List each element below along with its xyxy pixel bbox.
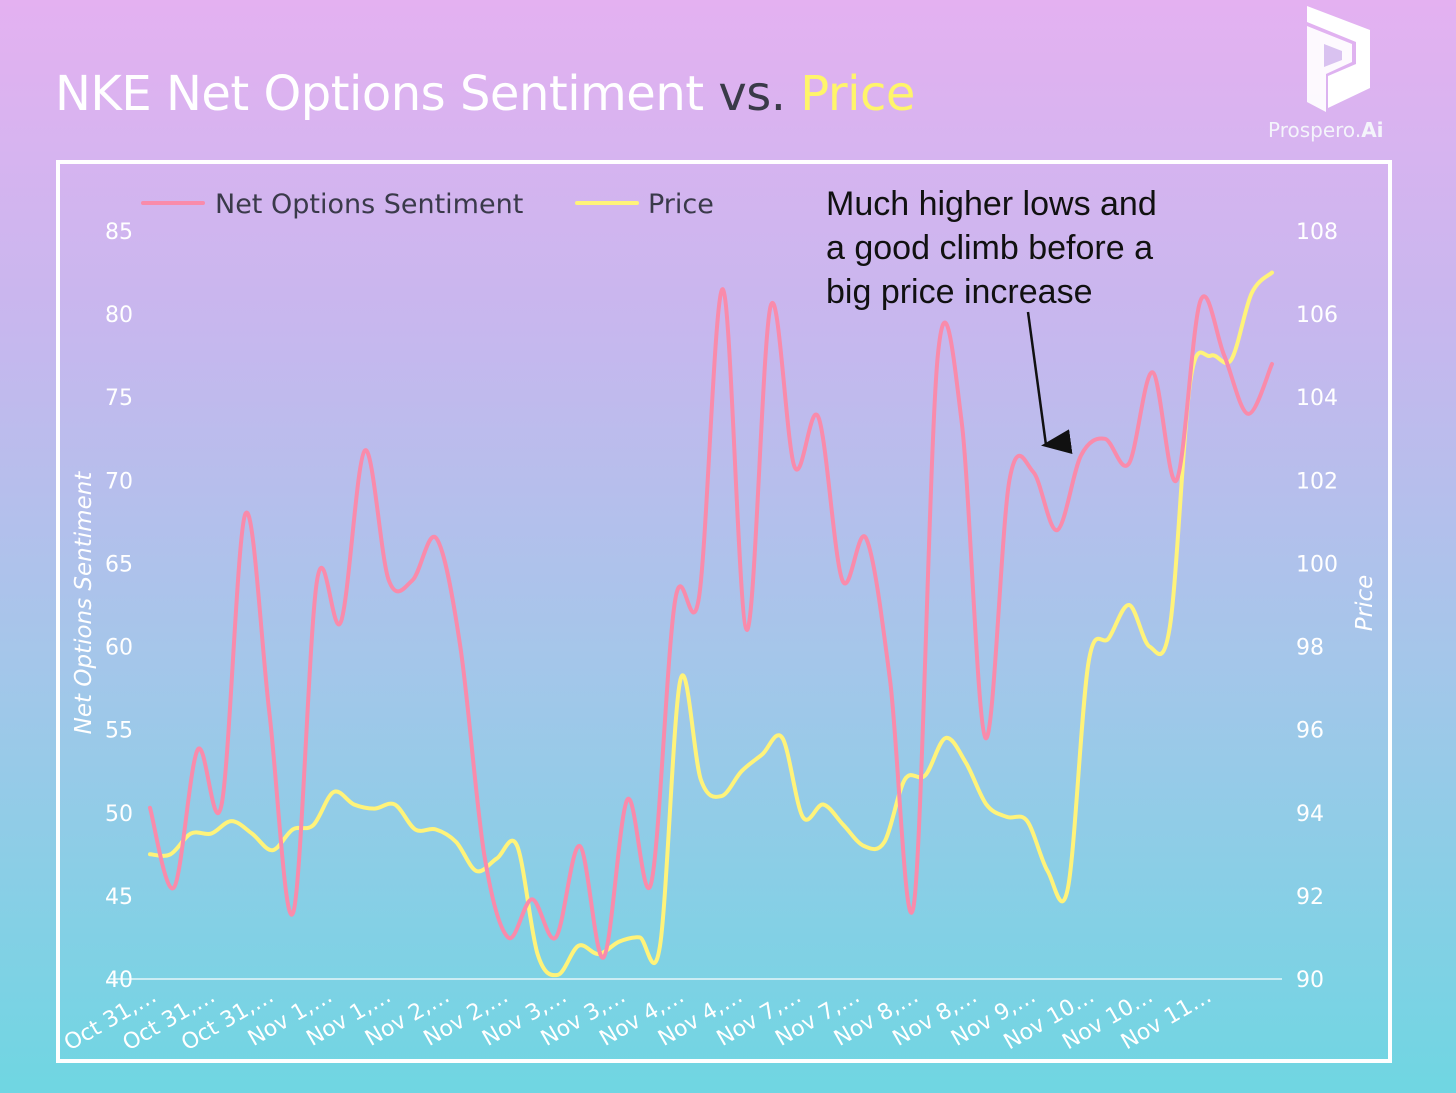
annotation-arrow: [1026, 311, 1073, 455]
right-tick-label: 92: [1296, 885, 1324, 910]
logo-ai: Ai: [1361, 118, 1384, 142]
right-tick-label: 96: [1296, 719, 1324, 744]
annotation-line-2: a good climb before a: [826, 229, 1153, 267]
right-tick-label: 106: [1296, 303, 1338, 328]
left-tick-label: 40: [105, 968, 133, 993]
left-tick-label: 85: [105, 220, 133, 245]
left-tick-label: 80: [105, 303, 133, 328]
annotation-line-3: big price increase: [826, 273, 1092, 311]
title-vs: vs.: [718, 66, 786, 122]
series-layer: [148, 270, 1274, 978]
title-main: NKE Net Options Sentiment: [55, 66, 704, 122]
left-axis-title: Net Options Sentiment: [71, 471, 97, 735]
left-tick-label: 60: [105, 636, 133, 661]
plot-frame: [56, 160, 1392, 1063]
legend-label-sentiment: Net Options Sentiment: [215, 189, 523, 220]
legend-label-price: Price: [648, 189, 714, 220]
right-axis-title: Price: [1352, 575, 1378, 632]
left-tick-label: 75: [105, 386, 133, 411]
left-tick-label: 50: [105, 802, 133, 827]
annotation-line-1: Much higher lows and: [826, 185, 1157, 223]
left-tick-label: 45: [105, 885, 133, 910]
logo-text: Prospero.Ai: [1268, 118, 1384, 142]
right-tick-label: 100: [1296, 552, 1338, 577]
logo-word: Prospero.: [1268, 118, 1362, 142]
title-price: Price: [800, 66, 915, 122]
right-tick-label: 108: [1296, 220, 1338, 245]
annotation: Much higher lows and a good climb before…: [826, 185, 1157, 455]
chart-title: NKE Net Options Sentiment vs. Price: [55, 66, 915, 122]
price-line: [148, 270, 1274, 978]
left-tick-label: 70: [105, 469, 133, 494]
right-tick-label: 94: [1296, 802, 1324, 827]
right-tick-label: 90: [1296, 968, 1324, 993]
left-tick-label: 55: [105, 719, 133, 744]
left-tick-label: 65: [105, 552, 133, 577]
right-tick-label: 102: [1296, 469, 1338, 494]
right-axis-ticks: 90 92 94 96 98 100 102 104 106 108: [1296, 220, 1338, 993]
x-axis-ticks: Oct 31,…Oct 31,…Oct 31,…Nov 1,…Nov 1,…No…: [60, 984, 1216, 1057]
left-axis-ticks: 40 45 50 55 60 65 70 75 80 85: [105, 220, 133, 993]
prospero-logo-icon: [1307, 6, 1370, 112]
right-tick-label: 104: [1296, 386, 1338, 411]
sentiment-line: [148, 287, 1274, 960]
right-tick-label: 98: [1296, 636, 1324, 661]
legend: Net Options Sentiment Price: [141, 189, 714, 220]
